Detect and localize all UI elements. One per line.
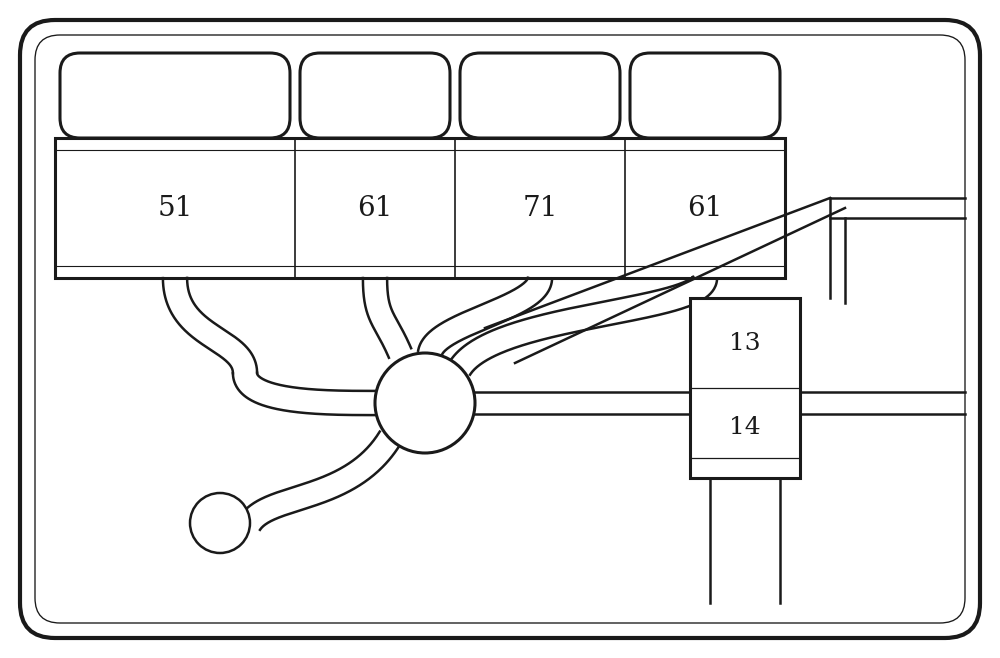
Text: 71: 71 [522, 195, 558, 222]
Circle shape [190, 493, 250, 553]
FancyBboxPatch shape [60, 53, 290, 138]
Text: 13: 13 [729, 332, 761, 355]
Text: 61: 61 [687, 195, 723, 222]
Text: 51: 51 [157, 195, 193, 222]
FancyBboxPatch shape [300, 53, 450, 138]
FancyBboxPatch shape [460, 53, 620, 138]
Bar [55, 138, 785, 278]
Circle shape [375, 353, 475, 453]
Bar [690, 298, 800, 478]
FancyBboxPatch shape [20, 20, 980, 638]
Text: 61: 61 [357, 195, 393, 222]
FancyBboxPatch shape [630, 53, 780, 138]
Text: 14: 14 [729, 416, 761, 439]
